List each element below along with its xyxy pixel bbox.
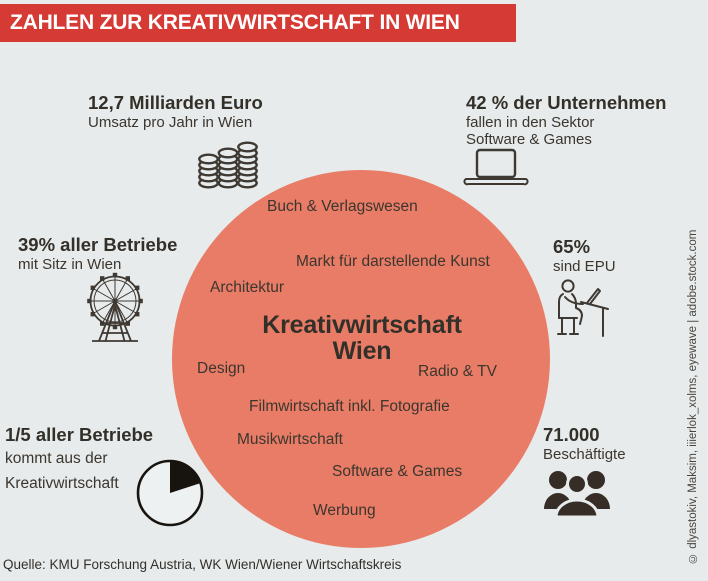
sector-label-radio-tv: Radio & TV xyxy=(418,363,497,380)
stat-creative-share: 1/5 aller Betriebe kommt aus der Kreativ… xyxy=(5,424,153,496)
stat-revenue-desc: Umsatz pro Jahr in Wien xyxy=(88,114,253,131)
stat-creative-share-value: 1/5 aller Betriebe xyxy=(5,424,154,445)
people-icon xyxy=(544,471,610,519)
stat-creative-share-desc1: kommt aus der xyxy=(5,450,108,467)
sector-label-musikwirtschaft: Musikwirtschaft xyxy=(237,431,343,448)
stat-located-vienna-desc: mit Sitz in Wien xyxy=(18,256,122,273)
sector-label-software-games: Software & Games xyxy=(332,463,463,480)
stat-employees-desc: Beschäftigte xyxy=(543,446,626,463)
circle-title-line2: Wien xyxy=(332,337,392,365)
person-at-desk-icon xyxy=(557,279,609,337)
sector-label-buch-verlagswesen: Buch & Verlagswesen xyxy=(267,198,418,215)
stat-located-vienna-value: 39% aller Betriebe xyxy=(18,234,178,255)
circle-title: Kreativwirtschaft Wien xyxy=(175,312,549,364)
stock-credit: © dlyastokiv, Maksim, iiierlok_xolms, ey… xyxy=(687,229,699,564)
stat-epu: 65% sind EPU xyxy=(553,236,616,275)
sector-label-werbung: Werbung xyxy=(313,502,376,519)
laptop-icon xyxy=(463,148,529,186)
sector-label-design: Design xyxy=(197,360,246,377)
ferris-wheel-icon xyxy=(87,272,143,342)
stat-revenue-value: 12,7 Milliarden Euro xyxy=(88,92,263,113)
pie-chart-icon xyxy=(136,459,204,527)
coins-icon xyxy=(198,141,258,189)
stat-employees: 71.000 Beschäftigte xyxy=(543,424,626,463)
stat-software-games-desc2: Software & Games xyxy=(466,131,592,148)
stat-software-games: 42 % der Unternehmen fallen in den Sekto… xyxy=(466,92,666,148)
stat-employees-value: 71.000 xyxy=(543,424,600,445)
stat-software-games-value: 42 % der Unternehmen xyxy=(466,92,667,113)
creative-industry-circle xyxy=(172,170,550,548)
stat-software-games-desc1: fallen in den Sektor xyxy=(466,114,595,131)
stat-epu-value: 65% xyxy=(553,236,591,257)
stat-creative-share-desc2: Kreativwirtschaft xyxy=(5,475,119,492)
page-title: ZAHLEN ZUR KREATIVWIRTSCHAFT IN WIEN xyxy=(10,11,460,34)
sector-label-architektur: Architektur xyxy=(210,279,285,296)
sector-label-filmwirtschaft: Filmwirtschaft inkl. Fotografie xyxy=(249,398,450,415)
header-banner: ZAHLEN ZUR KREATIVWIRTSCHAFT IN WIEN xyxy=(0,4,516,42)
circle-title-line1: Kreativwirtschaft xyxy=(262,311,462,339)
stat-located-vienna: 39% aller Betriebe mit Sitz in Wien xyxy=(18,234,177,273)
stat-epu-desc: sind EPU xyxy=(553,258,616,275)
sector-label-darstellende-kunst: Markt für darstellende Kunst xyxy=(296,253,490,270)
source-note: Quelle: KMU Forschung Austria, WK Wien/W… xyxy=(3,557,402,572)
stat-revenue: 12,7 Milliarden Euro Umsatz pro Jahr in … xyxy=(88,92,263,131)
